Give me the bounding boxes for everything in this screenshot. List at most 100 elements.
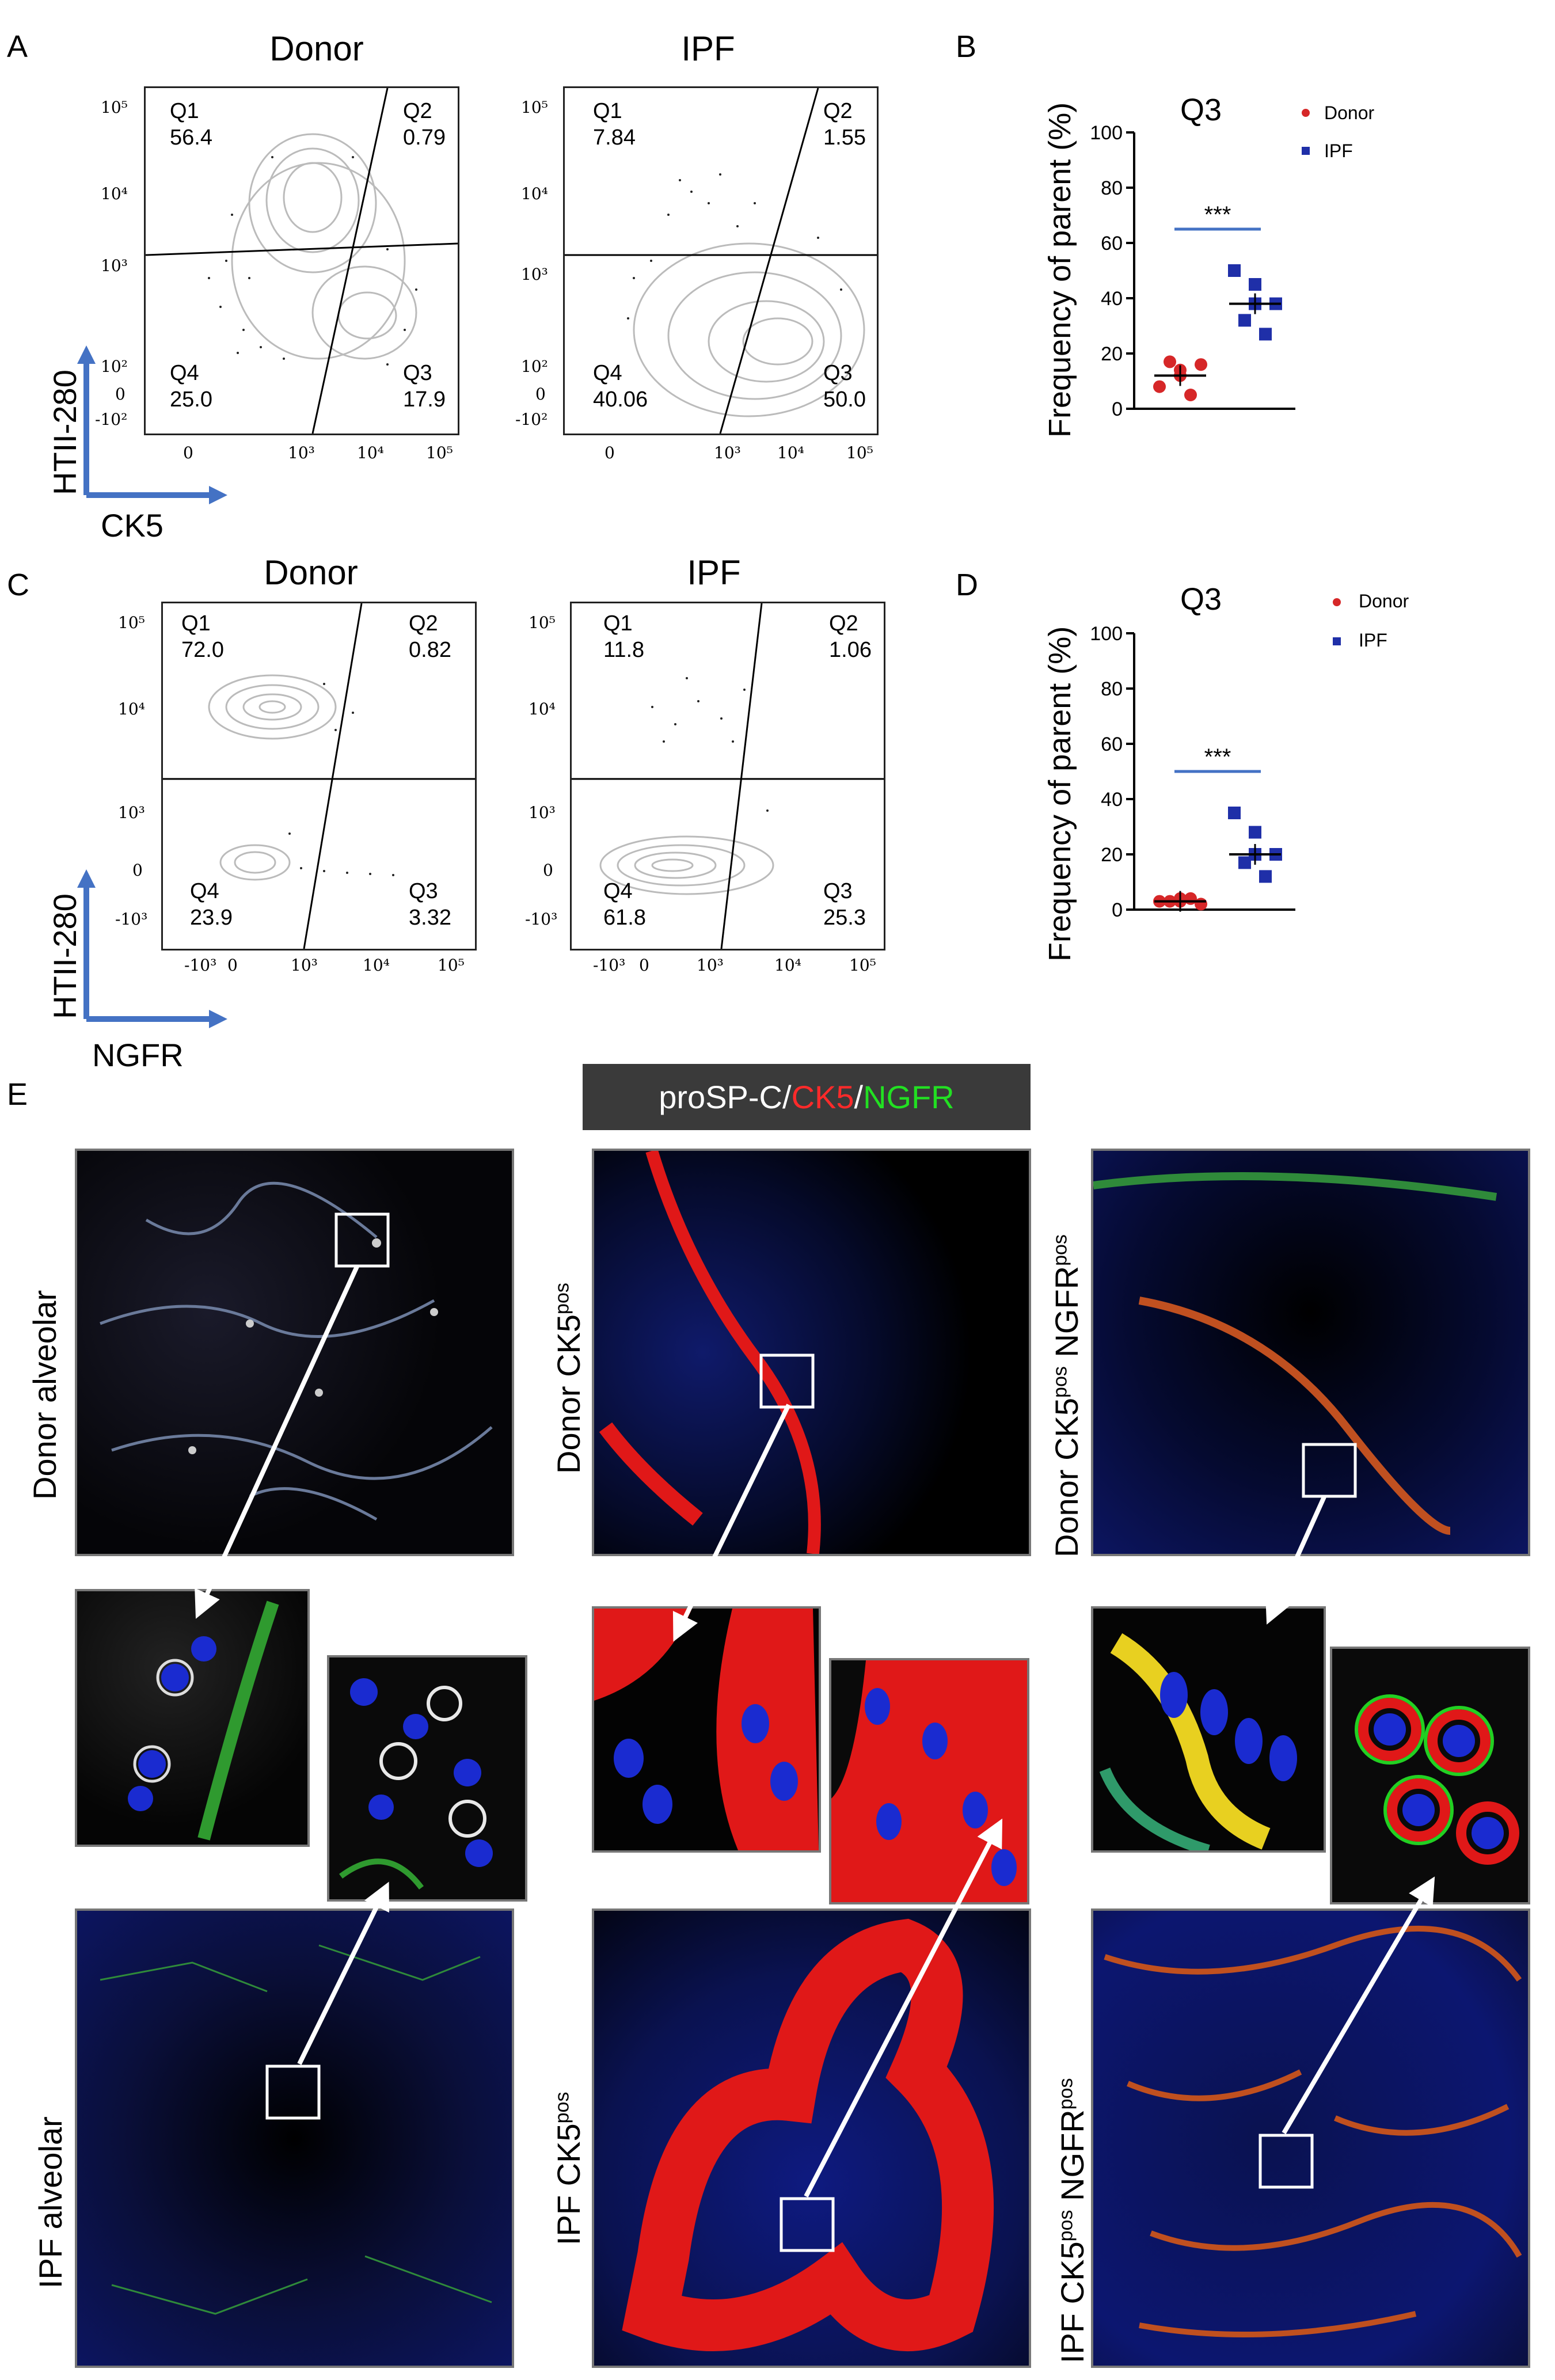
chart-b-ytick-label-100: 100: [1090, 122, 1123, 144]
flow-contour-donor-a: [146, 88, 458, 434]
quadrant-ipf-c-q2: Q2 1.06: [829, 611, 872, 662]
tick-c2-y-neg: -10³: [525, 910, 558, 929]
label-ipf-ck5: IPF CK5pos: [550, 2092, 587, 2245]
inset-donor-ck5: [592, 1606, 821, 1853]
quadrant-ipf-a-q4: Q4 40.06: [593, 361, 648, 412]
legend-b-donor: Donor: [1324, 102, 1375, 123]
chart-d-title: Q3: [1180, 582, 1222, 617]
tick-c2-y-1e3: 10³: [529, 803, 556, 822]
micrograph-ipf-ck5-ngfr: [1091, 1908, 1530, 2368]
y-axis-label-a: HTII-280: [47, 370, 83, 495]
tick-a-x-0: 0: [183, 443, 193, 462]
tick-c2-x-1e5: 10⁵: [849, 956, 876, 975]
flow-title-donor-c: Donor: [264, 553, 358, 592]
stain-prosp-c: proSP-C/: [659, 1079, 792, 1115]
tick-a-y-1e5: 10⁵: [101, 98, 128, 117]
chart-d-sig-label: ***: [1204, 744, 1231, 770]
legend-d-ipf: IPF: [1359, 630, 1387, 651]
flow-contour-donor-c: [163, 603, 475, 949]
flow-title-donor-a: Donor: [269, 29, 364, 68]
tick-c-x-0: 0: [227, 956, 238, 975]
tick-a2-y-1e2: 10²: [521, 357, 548, 376]
quadrant-donor-c-q1: Q1 72.0: [181, 611, 224, 662]
flow-dots-ipf-a: [627, 173, 842, 320]
axis-arrows-a: [77, 345, 227, 504]
quadrant-ipf-c-q3: Q3 25.3: [823, 879, 866, 930]
inset-donor-ck5-ngfr: [1091, 1606, 1326, 1853]
tick-a-x-1e3: 10³: [288, 443, 315, 462]
tick-a2-x-1e3: 10³: [714, 443, 741, 462]
tick-c-x-1e3: 10³: [291, 956, 318, 975]
tick-c-y-neg: -10³: [115, 910, 148, 929]
tick-c-y-1e5: 10⁵: [118, 613, 145, 632]
chart-d-point-ipf-1: [1249, 826, 1261, 839]
flow-plot-donor-c: [161, 602, 477, 951]
tick-c2-y-1e4: 10⁴: [529, 699, 556, 718]
flow-title-ipf-c: IPF: [687, 553, 741, 592]
quadrant-ipf-a-q3: Q3 50.0: [823, 361, 866, 412]
stain-ngfr: NGFR: [863, 1079, 955, 1115]
inset-ipf-ck5-ngfr: [1330, 1647, 1530, 1904]
tick-a-x-1e5: 10⁵: [426, 443, 453, 462]
chart-d-ytick-label-80: 80: [1101, 678, 1123, 700]
chart-d-ytick-label-100: 100: [1090, 623, 1123, 645]
chart-d: 0 20 40 60 80 100 ***: [1090, 623, 1295, 921]
tick-c-x-1e5: 10⁵: [438, 956, 465, 975]
chart-b-ytick-label-0: 0: [1112, 398, 1123, 420]
quadrant-ipf-c-q1: Q1 11.8: [603, 611, 645, 662]
tick-c2-x-0: 0: [639, 956, 649, 975]
panel-letter-d: D: [956, 568, 978, 602]
chart-d-ytick-label-60: 60: [1101, 733, 1123, 755]
panel-letter-b: B: [956, 29, 977, 64]
micrograph-donor-alveolar: [75, 1149, 514, 1556]
flow-plot-ipf-a: [563, 86, 879, 435]
tick-a2-y-0: 0: [535, 385, 546, 404]
legend-d-donor-marker: [1333, 598, 1341, 606]
label-ipf-ck5-ngfr: IPF CK5pos NGFRpos: [1054, 2078, 1090, 2364]
legend-b-ipf-marker: [1302, 147, 1310, 155]
stain-label-box: proSP-C/ CK5 / NGFR: [583, 1064, 1031, 1130]
tick-c2-x-neg: -10³: [593, 956, 626, 975]
tick-c-y-0: 0: [132, 861, 143, 880]
tick-a2-y-1e5: 10⁵: [521, 98, 548, 117]
chart-d-point-ipf-0: [1228, 807, 1241, 819]
quadrant-donor-c-q4: Q4 23.9: [190, 879, 233, 930]
axis-arrows-c: [77, 869, 227, 1028]
chart-b: 0 20 40 60 80 100 ***: [1090, 122, 1295, 420]
panel-letter-c: C: [7, 568, 29, 602]
chart-b-point-donor-0: [1153, 380, 1166, 393]
tick-c-y-1e3: 10³: [118, 803, 145, 822]
label-donor-ck5-ngfr: Donor CK5pos NGFRpos: [1048, 1234, 1085, 1557]
tick-c2-y-1e5: 10⁵: [529, 613, 556, 632]
chart-d-point-ipf-4: [1259, 870, 1272, 883]
tick-a-y-1e2: 10²: [101, 357, 128, 376]
inset-donor-alveolar: [75, 1589, 310, 1847]
stain-slash: /: [854, 1079, 864, 1115]
chart-d-ytick-label-0: 0: [1112, 899, 1123, 921]
tick-a2-x-1e4: 10⁴: [777, 443, 804, 462]
chart-b-ytick-label-20: 20: [1101, 343, 1123, 365]
label-ipf-alveolar: IPF alveolar: [32, 2116, 69, 2288]
tick-a-y-0: 0: [115, 385, 126, 404]
micrograph-donor-ck5: [592, 1149, 1031, 1556]
chart-d-ylabel: Frequency of parent (%): [1043, 626, 1077, 961]
quadrant-donor-a-q2: Q2 0.79: [403, 99, 446, 150]
flow-plot-donor-a: [144, 86, 459, 435]
y-axis-label-c: HTII-280: [47, 894, 83, 1019]
legend-d-donor: Donor: [1359, 591, 1409, 611]
x-axis-label-c: NGFR: [92, 1037, 184, 1073]
quadrant-donor-a-q1: Q1 56.4: [170, 99, 212, 150]
tick-a-x-1e4: 10⁴: [357, 443, 384, 462]
inset-ipf-alveolar: [327, 1655, 527, 1902]
quadrant-donor-c-q3: Q3 3.32: [409, 879, 451, 930]
tick-c2-x-1e4: 10⁴: [774, 956, 801, 975]
flow-dots-ipf-c: [651, 677, 769, 812]
tick-c-y-1e4: 10⁴: [118, 699, 145, 718]
legend-b-donor-marker: [1302, 109, 1310, 117]
quadrant-ipf-c-q4: Q4 61.8: [603, 879, 646, 930]
panel-letter-e: E: [7, 1077, 28, 1112]
x-axis-label-a: CK5: [101, 507, 164, 543]
chart-d-ytick-label-40: 40: [1101, 789, 1123, 811]
quadrant-donor-c-q2: Q2 0.82: [409, 611, 451, 662]
tick-c-x-neg: -10³: [184, 956, 217, 975]
